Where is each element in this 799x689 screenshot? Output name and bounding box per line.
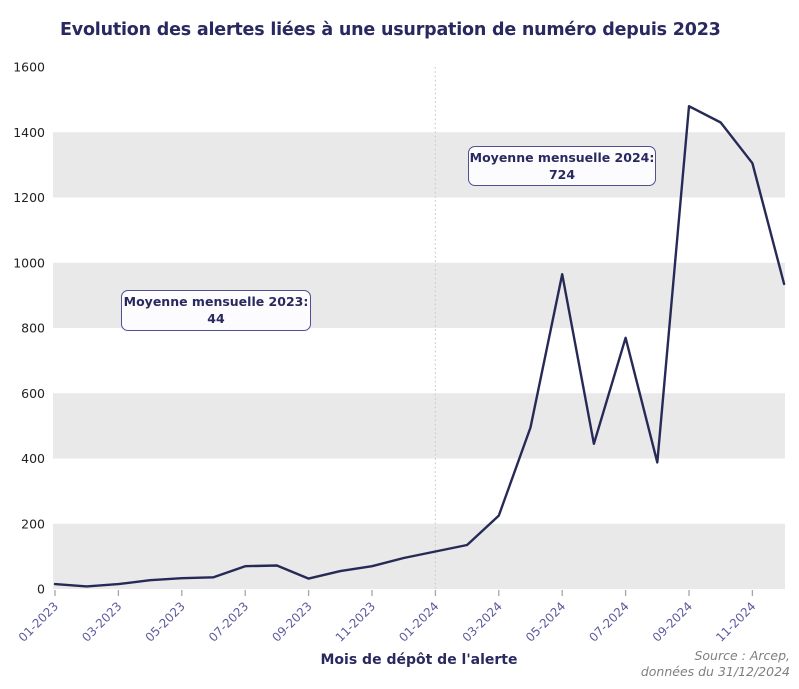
x-tick-label: 03-2023 — [79, 599, 124, 644]
y-axis-label: 600 — [21, 386, 45, 401]
x-tick-label: 01-2024 — [396, 599, 441, 644]
y-axis-label: 1400 — [13, 125, 45, 140]
x-tick-label: 09-2023 — [269, 599, 314, 644]
chart-title: Evolution des alertes liées à une usurpa… — [60, 20, 721, 40]
source-line-2: données du 31/12/2024 — [640, 663, 790, 679]
source-line-1: Source : Arcep, — [694, 648, 790, 663]
y-axis-label: 0 — [37, 582, 45, 597]
y-axis-label: 1600 — [13, 60, 45, 75]
x-tick-label: 05-2024 — [523, 599, 568, 644]
x-axis-title: Mois de dépôt de l'alerte — [320, 652, 518, 668]
x-tick-label: 11-2023 — [333, 599, 378, 644]
grid-band — [53, 393, 785, 459]
y-axis-label: 1200 — [13, 190, 45, 205]
annotation-2023-value: 44 — [207, 310, 225, 326]
annotation-2023-label: Moyenne mensuelle 2023: — [123, 294, 309, 309]
annotation-box-2023: Moyenne mensuelle 2023: 44 — [121, 290, 311, 331]
x-tick-label: 07-2024 — [586, 599, 631, 644]
y-axis-label: 400 — [21, 451, 45, 466]
annotation-2024-label: Moyenne mensuelle 2024: — [469, 150, 655, 165]
alerts-series-line — [53, 104, 786, 588]
x-tick-label: 11-2024 — [713, 599, 758, 644]
x-tick-label: 05-2023 — [143, 599, 188, 644]
x-tick-label: 01-2023 — [16, 599, 61, 644]
x-tick-label: 07-2023 — [206, 599, 251, 644]
grid-band — [53, 132, 785, 198]
x-tick-label: 09-2024 — [650, 599, 695, 644]
y-axis-label: 1000 — [13, 255, 45, 270]
y-axis-label: 800 — [21, 321, 45, 336]
source-note: Source : Arcep, données du 31/12/2024 — [641, 648, 790, 679]
annotation-2024-value: 724 — [548, 166, 576, 182]
y-axis-label: 200 — [21, 516, 45, 531]
annotation-box-2024: Moyenne mensuelle 2024: 724 — [468, 146, 656, 186]
x-tick-label: 03-2024 — [460, 599, 505, 644]
